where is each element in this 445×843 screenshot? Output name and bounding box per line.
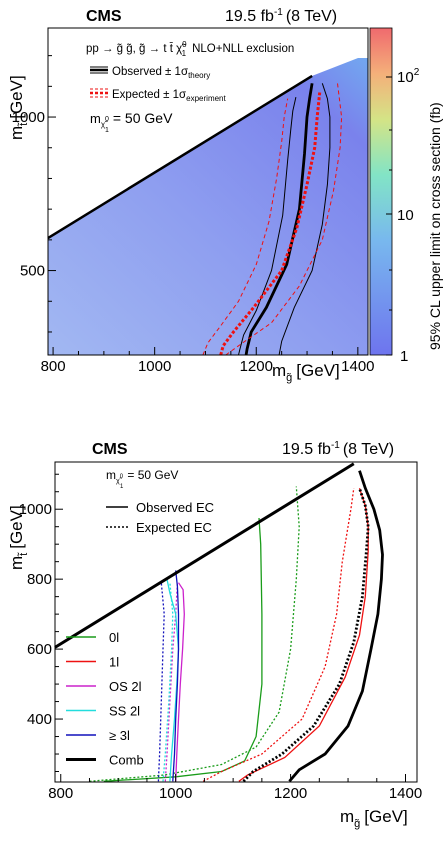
top-ylabel: mt̃[GeV]	[7, 75, 30, 140]
top-ytick-label: 1000	[12, 109, 45, 126]
top-colorbar-tick-10: 10	[397, 207, 414, 224]
top-xtick-label: 1000	[138, 358, 171, 375]
top-contour-expected-plus	[225, 83, 343, 355]
bottom-chart: CMS 19.5 fb-1 (8 TeV) 800 1000 1200 1400 400 6…	[7, 440, 422, 830]
top-colorbar-tick-100: 102	[397, 67, 420, 86]
bottom-xtick-label: 1200	[274, 785, 307, 802]
bottom-xtick-label: 1400	[389, 785, 422, 802]
bottom-kinematic-boundary	[54, 462, 355, 649]
bottom-lsp-mass: mχ̃0 1= 50 GeV	[106, 468, 178, 490]
top-kinematic-boundary	[47, 74, 313, 240]
bottom-lumi-label: 19.5 fb-1 (8 TeV)	[282, 440, 394, 458]
bottom-xlabel: mg̃ [GeV]	[340, 807, 408, 830]
bottom-ytick-label: 600	[27, 641, 52, 658]
bottom-expected-1l	[202, 488, 355, 782]
bottom-series-legend: 0l 1l OS 2l SS 2l ≥ 3l Comb	[66, 630, 144, 768]
bottom-legend-expected: Expected EC	[136, 520, 212, 535]
top-colorbar	[369, 27, 393, 356]
top-colorbar-ticks	[386, 76, 392, 356]
bottom-legend-label: ≥ 3l	[109, 728, 130, 743]
bottom-frame	[54, 461, 418, 783]
top-xlabel: mg̃ [GeV]	[272, 361, 340, 384]
top-cms-label: CMS	[86, 8, 122, 25]
bottom-expected-os2l	[164, 582, 179, 782]
top-xtick-label: 1200	[240, 358, 273, 375]
bottom-xtick-label: 800	[48, 785, 73, 802]
bottom-cms-label: CMS	[92, 441, 128, 458]
bottom-legend-label: OS 2l	[109, 679, 142, 694]
top-chart: CMS 19.5 fb-1 (8 TeV) 800 1000 1200 1400 500 1…	[7, 7, 443, 384]
bottom-expected-ss2l	[162, 582, 174, 782]
bottom-ytick-label: 1000	[19, 501, 52, 518]
bottom-observed-comb	[288, 470, 384, 782]
bottom-ytick-label: 400	[27, 711, 52, 728]
top-axis-ticks: 800 1000 1200 1400 500 1000	[12, 55, 375, 375]
top-frame	[47, 27, 369, 356]
bottom-observed-0l	[103, 517, 263, 782]
top-ytick-label: 500	[20, 263, 45, 280]
top-excluded-triangle	[48, 28, 321, 239]
top-legend-observed: Observed ± 1σtheory	[112, 66, 210, 80]
bottom-observed-1l	[238, 487, 369, 782]
top-xtick-label: 1400	[341, 358, 374, 375]
top-colorbar-tick-1: 1	[400, 348, 408, 365]
top-lumi-label: 19.5 fb-1 (8 TeV)	[225, 7, 337, 25]
bottom-ytick-label: 800	[27, 571, 52, 588]
top-process-label: pp → g̃ g̃, g̃ → t t̄ χ̃0 1 NLO+NLL exclus…	[86, 40, 294, 58]
bottom-axis-ticks: 800 1000 1200 1400 400 600 800 1000	[19, 473, 422, 802]
bottom-observed-os2l	[175, 582, 185, 782]
bottom-legend-label: 0l	[109, 630, 119, 645]
bottom-legend-label: Comb	[109, 753, 144, 768]
top-zlabel: 95% CL upper limit on cross section (fb)	[427, 102, 443, 350]
bottom-expected-0l	[89, 486, 300, 782]
bottom-contours	[89, 470, 384, 782]
top-contours	[202, 83, 343, 355]
top-contour-observed-plus	[278, 83, 331, 355]
bottom-legend-label: SS 2l	[109, 704, 140, 719]
bottom-legend-observed: Observed EC	[136, 500, 214, 515]
bottom-legend-label: 1l	[109, 655, 119, 670]
top-contour-observed-minus	[238, 96, 297, 355]
top-legend-expected: Expected ± 1σexperiment	[112, 89, 227, 103]
top-contour-expected	[219, 92, 322, 355]
bottom-xtick-label: 1000	[159, 785, 192, 802]
bottom-expected-comb	[242, 487, 370, 782]
top-contour-expected-minus	[202, 98, 289, 355]
top-lsp-mass: mχ̃0 1= 50 GeV	[90, 110, 173, 134]
top-xtick-label: 800	[41, 358, 66, 375]
top-heatmap-area	[48, 58, 368, 355]
bottom-ylabel: mt̃[GeV]	[7, 505, 30, 570]
bottom-expected-3l	[157, 582, 165, 782]
bottom-observed-3l	[172, 570, 180, 782]
